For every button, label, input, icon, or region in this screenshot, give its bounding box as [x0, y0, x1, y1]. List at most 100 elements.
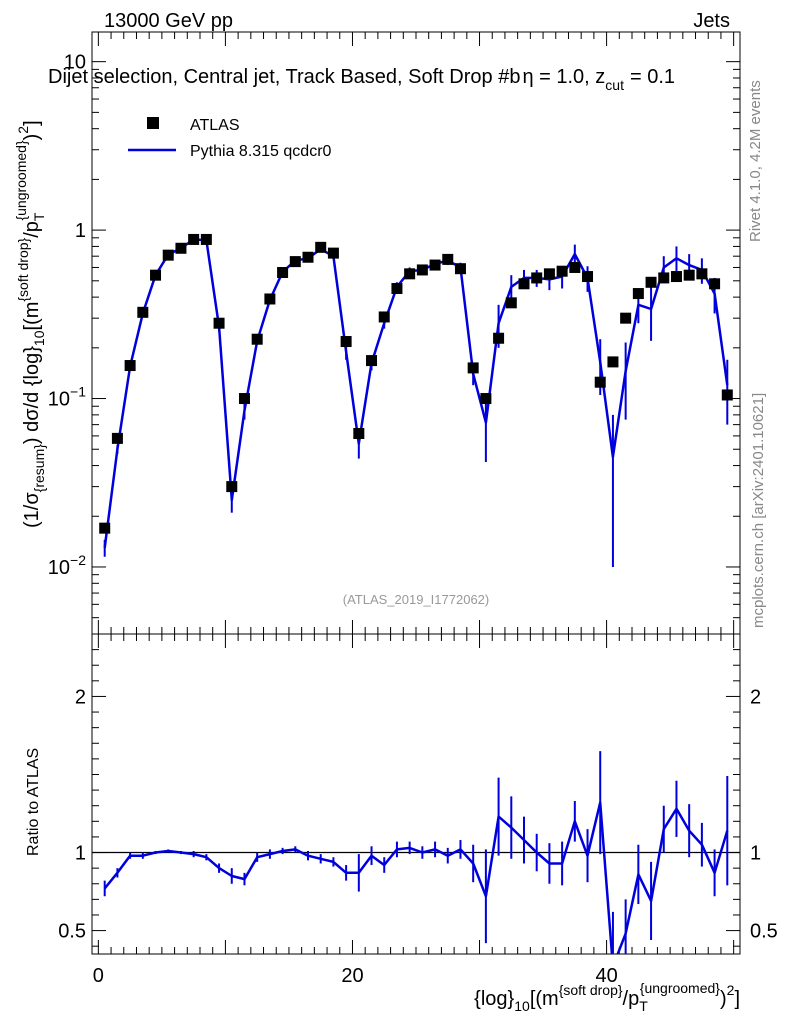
atlas-data-point [162, 249, 174, 261]
x-tick-label: 0 [93, 965, 104, 987]
main-ylabel-part: {resum} [31, 444, 47, 493]
legend-mc-label: Pythia 8.315 qcdcr0 [190, 143, 332, 160]
y-tick-label-base: 10 [48, 557, 70, 579]
atlas-data-point [391, 283, 403, 295]
atlas-data-point [480, 393, 492, 405]
y-tick-label: 10−1 [48, 384, 86, 411]
y-tick-label: 10 [64, 52, 86, 74]
xlabel-part: 2 [727, 982, 735, 998]
ratio-line [103, 801, 729, 954]
main-ylabel-part: 10 [31, 330, 47, 346]
ratio-y-axis-label: Ratio to ATLAS [25, 748, 42, 856]
atlas-data-point [416, 264, 428, 276]
atlas-data-point [226, 481, 238, 493]
xlabel-part: T [639, 998, 648, 1014]
x-axis-label: {log}10[(m{soft drop}/pT {ungroomed})2] [474, 980, 740, 1014]
xlabel-part: {ungroomed} [640, 980, 721, 996]
atlas-data-point [493, 332, 505, 344]
atlas-data-point [340, 336, 352, 348]
atlas-data-point [378, 311, 390, 323]
xlabel-part: ) [720, 988, 727, 1010]
ratio-y-tick-label-right: 2 [750, 686, 761, 708]
xlabel-part: ] [734, 988, 740, 1010]
atlas-data-point [518, 278, 530, 290]
selection-title: Dijet selection, Central jet, Track Base… [48, 66, 675, 93]
main-ylabel-part: ) dσ/d {log} [21, 346, 43, 444]
atlas-data-point [327, 247, 339, 259]
atlas-data-point [111, 432, 123, 444]
atlas-data-point [531, 272, 543, 284]
energy-label: 13000 GeV pp [104, 10, 233, 32]
main-ylabel-part: 2 [15, 126, 31, 134]
atlas-data-point [429, 259, 441, 271]
atlas-data-point [404, 268, 416, 280]
ratio-y-tick-label-right: 0.5 [750, 921, 778, 943]
atlas-data-point [569, 261, 581, 273]
atlas-data-point [620, 312, 632, 324]
atlas-data-point [353, 428, 365, 440]
selection-title-eta: η = 1.0, z [522, 66, 605, 88]
atlas-data-point [582, 271, 594, 283]
xlabel-part: /p [623, 988, 640, 1010]
xlabel-part: {log} [474, 988, 514, 1010]
atlas-data-point [366, 355, 378, 367]
x-tick-label: 40 [595, 965, 617, 987]
atlas-data-point [454, 263, 466, 275]
legend-data-marker [147, 117, 159, 129]
atlas-data-point [315, 241, 327, 253]
analysis-watermark: (ATLAS_2019_I1772062) [343, 592, 489, 607]
atlas-data-point [607, 356, 619, 368]
atlas-data-point [200, 233, 212, 245]
ratio-y-tick-label: 0.5 [58, 921, 86, 943]
main-y-axis-label: (1/σ{resum}) dσ/d {log}10[(m{soft drop}/… [13, 120, 47, 528]
y-tick-label: 1 [75, 220, 86, 242]
atlas-data-point [289, 256, 301, 268]
atlas-data-point [251, 333, 263, 345]
ratio-y-tick-label: 1 [75, 843, 86, 865]
atlas-data-point [213, 317, 225, 329]
atlas-data-point [505, 297, 517, 309]
atlas-data-point [543, 268, 555, 280]
ratio-series [103, 751, 729, 954]
x-tick-label: 20 [341, 965, 363, 987]
atlas-data-point [594, 376, 606, 388]
atlas-data-point [556, 265, 568, 277]
ratio-y-tick-label-right: 1 [750, 843, 761, 865]
atlas-data-point [467, 362, 479, 374]
selection-title-main: Dijet selection, Central jet, Track Base… [48, 66, 520, 88]
atlas-data-point [175, 242, 187, 254]
main-ylabel-part: T [31, 212, 47, 221]
atlas-data-point [150, 269, 162, 281]
atlas-data-point [99, 522, 111, 534]
atlas-data-point [721, 389, 733, 401]
y-tick-label: 10−2 [48, 552, 86, 579]
atlas-data-point [442, 253, 454, 265]
mcplots-label: mcplots.cern.ch [arXiv:2401.10621] [750, 393, 767, 628]
ratio-frame [91, 633, 741, 955]
xlabel-part: 10 [514, 998, 530, 1014]
atlas-data-point [683, 269, 695, 281]
main-ylabel-part: {ungroomed} [13, 140, 29, 221]
main-ylabel-part: ) [21, 134, 43, 141]
atlas-data-point [696, 268, 708, 280]
atlas-data-point [264, 293, 276, 305]
atlas-data-point [645, 276, 657, 288]
selection-title-zcut-value: = 0.1 [630, 66, 675, 88]
selection-title-zcut-sub: cut [605, 77, 624, 93]
main-ylabel-part: (1/σ [21, 492, 43, 528]
main-ylabel-part: /p [21, 221, 43, 238]
xlabel-part: {soft drop} [559, 982, 623, 998]
y-tick-label-exp: −2 [70, 552, 86, 568]
atlas-data-point [188, 233, 200, 245]
xlabel-part: [(m [530, 988, 559, 1010]
legend: ATLAS Pythia 8.315 qcdcr0 [128, 117, 332, 160]
atlas-data-point [658, 272, 670, 284]
atlas-data-point [137, 306, 149, 318]
atlas-data-point [124, 360, 136, 372]
rivet-label: Rivet 4.1.0, 4.2M events [747, 80, 764, 242]
ratio-y-tick-label: 2 [75, 686, 86, 708]
atlas-data-point [709, 278, 721, 290]
legend-data-label: ATLAS [190, 117, 240, 134]
